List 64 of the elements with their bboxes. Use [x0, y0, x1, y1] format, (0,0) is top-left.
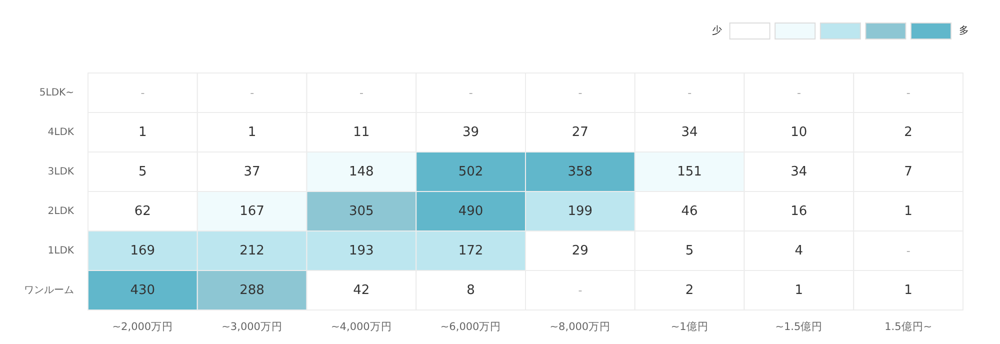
y-tick-label: 3LDK [48, 166, 74, 178]
data-label: 199 [568, 204, 593, 219]
data-label: 167 [240, 204, 264, 219]
data-label: 11 [353, 124, 370, 140]
text: - [140, 86, 145, 100]
y-tick-label: 2LDK [48, 206, 74, 217]
text: - [796, 86, 801, 100]
data-label: 10 [790, 124, 808, 140]
text: - [468, 86, 473, 100]
data-label: 29 [572, 243, 588, 258]
data-label: 46 [681, 204, 698, 219]
data-label: 1 [904, 204, 912, 219]
data-label: 1 [794, 282, 804, 298]
data-label: 37 [244, 164, 260, 180]
data-label: 1 [904, 282, 912, 298]
data-label: 62 [134, 204, 151, 219]
data-label: 288 [240, 282, 264, 298]
data-label: 16 [790, 204, 808, 219]
text: - [578, 86, 582, 100]
data-label: 4 [794, 243, 804, 258]
x-tick-label: ~6,000万円 [440, 321, 502, 333]
text: 少 [712, 24, 722, 36]
text: - [906, 86, 910, 100]
data-label: 430 [130, 282, 156, 298]
x-tick-label: ~2,000万円 [112, 321, 174, 333]
x-tick-label: ~1.5億円 [775, 320, 823, 333]
data-label: 502 [458, 164, 484, 180]
x-tick-label: ~8,000万円 [550, 321, 611, 333]
data-label: 5 [138, 164, 147, 180]
data-label: 7 [904, 164, 912, 180]
data-label: 1 [248, 124, 256, 140]
text: - [250, 86, 254, 100]
data-label: 39 [462, 124, 480, 140]
y-tick-label: 4LDK [48, 126, 74, 138]
data-label: 42 [353, 282, 370, 298]
text: 多 [959, 24, 969, 36]
data-label: 34 [681, 124, 698, 140]
data-label: 1 [138, 124, 147, 140]
data-label: 490 [458, 204, 484, 219]
text: - [359, 86, 364, 100]
text: - [906, 244, 910, 258]
x-tick-label: ~1億円 [670, 320, 708, 333]
data-label: 169 [130, 243, 156, 258]
text: - [578, 284, 582, 297]
data-label: 193 [349, 243, 374, 258]
x-tick-label: 1.5億円~ [884, 320, 932, 333]
data-label: 2 [904, 124, 912, 140]
x-tick-label: ~3,000万円 [222, 321, 282, 333]
data-label: 8 [466, 282, 475, 298]
data-label: 358 [568, 164, 593, 180]
y-tick-label: 5LDK~ [39, 87, 74, 98]
data-label: 305 [349, 204, 374, 219]
y-tick-label: 1LDK [48, 245, 74, 256]
data-label: 148 [349, 164, 374, 180]
data-label: 5 [685, 243, 694, 258]
data-label: 172 [458, 243, 484, 258]
data-label: 34 [790, 164, 808, 180]
text: - [688, 86, 692, 100]
x-tick-label: ~4,000万円 [331, 321, 392, 333]
y-tick-label: ワンルーム [24, 284, 74, 296]
data-label: 212 [240, 243, 264, 258]
data-label: 151 [677, 164, 702, 180]
data-label: 2 [685, 282, 694, 298]
data-label: 27 [572, 124, 588, 140]
